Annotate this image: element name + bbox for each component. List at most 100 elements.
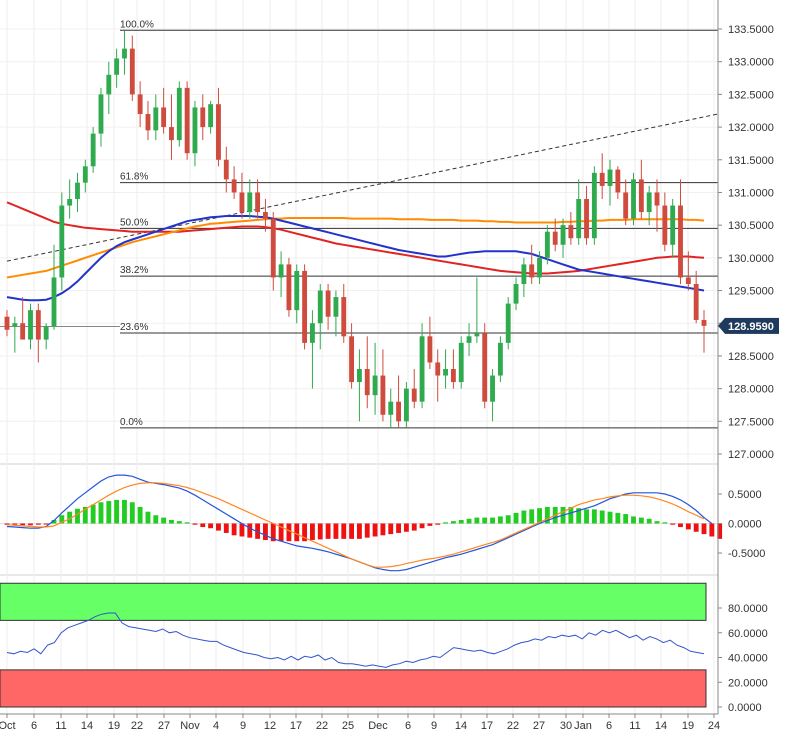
- price-tick-label: 131.0000: [728, 187, 774, 199]
- macd-histogram-bar: [161, 517, 167, 524]
- oscillator-pane[interactable]: [0, 582, 707, 708]
- x-tick-label: 17: [290, 720, 302, 732]
- macd-histogram-bar: [67, 511, 73, 524]
- candle-body: [458, 342, 464, 383]
- macd-histogram-bar: [623, 514, 629, 524]
- x-tick-label: 14: [655, 720, 667, 732]
- macd-histogram-bar: [654, 521, 660, 524]
- x-tick-label: 11: [55, 720, 66, 732]
- candle-body: [216, 104, 221, 160]
- macd-histogram-bar: [176, 521, 182, 524]
- candle-body: [129, 48, 135, 95]
- macd-histogram-bar: [529, 509, 535, 524]
- macd-histogram-bar: [43, 523, 49, 525]
- macd-histogram-bar: [388, 523, 394, 535]
- x-tick-label: 6: [606, 720, 612, 732]
- macd-histogram-bar: [153, 515, 159, 524]
- price-tick-label: 128.0000: [728, 384, 774, 396]
- price-pane[interactable]: 100.0% 61.8% 50.0% 38.2% 23.6% 0.0%: [0, 19, 719, 429]
- candle-body: [200, 107, 206, 128]
- macd-histogram-bar: [270, 523, 276, 542]
- candle-body: [231, 179, 237, 193]
- candle-body: [544, 231, 550, 258]
- candle-body: [145, 114, 151, 131]
- candle-body: [482, 333, 488, 402]
- macd-histogram-bar: [662, 522, 668, 524]
- candle-body: [607, 169, 613, 186]
- x-tick-label: Nov: [180, 720, 200, 732]
- x-tick-label: Dec: [368, 720, 388, 732]
- candle-body: [67, 199, 73, 206]
- candle-body: [239, 192, 245, 213]
- candle-body: [75, 182, 80, 199]
- oversold-zone: [0, 669, 707, 708]
- macd-histogram-bar: [216, 523, 221, 531]
- candle-body: [670, 205, 676, 245]
- candle-body: [497, 342, 503, 376]
- candle-body: [701, 319, 707, 326]
- candle-body: [278, 264, 284, 278]
- price-tick-label: 132.0000: [728, 122, 774, 134]
- x-tick-label: 14: [455, 720, 467, 732]
- candle-body: [20, 323, 26, 340]
- price-tick-label: 127.0000: [728, 449, 774, 461]
- candle-body: [302, 270, 308, 343]
- candle-body: [646, 192, 652, 213]
- macd-histogram-bar: [474, 517, 480, 524]
- fib-level-label: 50.0%: [120, 217, 148, 228]
- macd-histogram-bar: [114, 499, 120, 524]
- macd-histogram-bar: [356, 523, 362, 539]
- candle-body: [333, 297, 339, 317]
- candle-body: [631, 179, 636, 219]
- candle-body: [560, 225, 566, 245]
- last-price-label: 128.9590: [728, 321, 774, 333]
- x-tick-label: 22: [131, 720, 143, 732]
- macd-histogram-bar: [129, 502, 135, 524]
- axes: 133.5000 133.0000 132.5000 132.0000 131.5000…: [0, 0, 779, 732]
- candle-body: [176, 87, 182, 141]
- x-tick-label: 9: [240, 720, 246, 732]
- candle-body: [490, 375, 495, 402]
- oscillator-tick-label: 60.0000: [728, 628, 768, 640]
- candle-body: [270, 218, 276, 278]
- price-tick-label: 127.5000: [728, 416, 774, 428]
- macd-histogram-bar: [568, 506, 574, 524]
- macd-histogram-bar: [482, 517, 488, 524]
- macd-histogram-bar: [544, 506, 550, 524]
- macd-histogram-bar: [521, 510, 527, 524]
- last-price-box: [725, 317, 779, 334]
- candle-body: [615, 169, 621, 193]
- macd-pane[interactable]: [0, 474, 723, 572]
- candle-body: [341, 297, 347, 337]
- macd-histogram-bar: [631, 516, 636, 524]
- candle-body: [443, 369, 448, 376]
- x-tick-label: 22: [316, 720, 328, 732]
- candle-body: [153, 107, 159, 131]
- x-tick-label: 12: [264, 720, 276, 732]
- candle-body: [325, 290, 331, 317]
- x-tick-label: Oct: [0, 720, 16, 732]
- candle-body: [537, 257, 542, 278]
- candle-body: [662, 205, 668, 245]
- macd-histogram-bar: [75, 508, 80, 524]
- candle-body: [90, 133, 96, 167]
- macd-histogram-bar: [638, 517, 644, 524]
- oscillator-tick-label: 20.0000: [728, 677, 768, 689]
- candle-body: [51, 277, 57, 327]
- candle-body: [450, 369, 456, 383]
- fib-level-label: 0.0%: [120, 417, 143, 428]
- macd-histogram-bar: [208, 523, 214, 529]
- oscillator-tick-label: 40.0000: [728, 653, 768, 665]
- candle-body: [161, 107, 167, 128]
- price-tick-label: 130.0000: [728, 253, 774, 265]
- x-tick-label: 14: [81, 720, 93, 732]
- macd-histogram-bar: [450, 521, 456, 524]
- macd-histogram-bar: [35, 523, 41, 525]
- candle-body: [435, 362, 441, 376]
- macd-histogram-bar: [286, 523, 292, 542]
- macd-histogram-bar: [607, 511, 613, 524]
- moving-average-line: [6, 201, 705, 275]
- candle-body: [623, 192, 629, 219]
